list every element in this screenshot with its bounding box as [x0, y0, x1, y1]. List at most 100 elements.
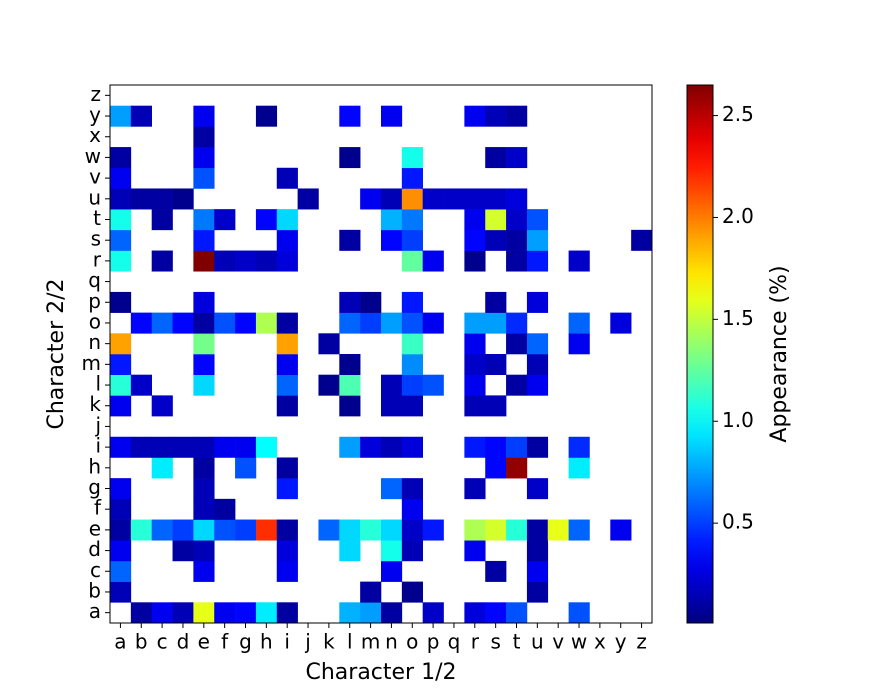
heatmap-cell: [485, 291, 507, 313]
heatmap-cell: [276, 519, 298, 541]
heatmap-cell: [276, 395, 298, 417]
heatmap-cell: [631, 229, 653, 251]
heatmap-cell: [110, 478, 132, 500]
heatmap-cell: [485, 105, 507, 127]
heatmap-cell: [339, 519, 361, 541]
y-tick-label: w: [85, 144, 101, 168]
heatmap-cell: [610, 312, 632, 334]
heatmap-cell: [506, 333, 528, 355]
heatmap-cell: [464, 229, 486, 251]
x-tick-label: l: [347, 630, 353, 654]
heatmap-cell: [110, 229, 132, 251]
y-tick-label: f: [94, 496, 102, 520]
x-tick-label: c: [157, 630, 168, 654]
heatmap-cell: [464, 374, 486, 396]
colorbar-tick-label: 2.5: [722, 102, 754, 126]
heatmap-cell: [193, 105, 215, 127]
heatmap-cell: [110, 291, 132, 313]
heatmap-cell: [526, 250, 549, 272]
heatmap-cell: [360, 602, 382, 624]
x-tick-label: s: [490, 630, 500, 654]
x-axis-label: Character 1/2: [305, 660, 456, 685]
y-tick-label: s: [91, 227, 101, 251]
heatmap-cell: [193, 312, 215, 334]
y-tick-label: m: [82, 351, 101, 375]
heatmap-cell: [464, 478, 486, 500]
heatmap-cell: [464, 519, 486, 541]
heatmap-cell: [193, 374, 215, 396]
heatmap: [110, 105, 653, 624]
x-tick-label: a: [114, 630, 126, 654]
heatmap-cell: [526, 374, 549, 396]
heatmap-cell: [235, 436, 257, 458]
heatmap-cell: [255, 105, 278, 127]
heatmap-cell: [110, 167, 132, 189]
heatmap-cell: [110, 354, 132, 375]
heatmap-cell: [276, 312, 298, 334]
heatmap-cell: [130, 436, 152, 458]
x-tick-label: g: [239, 630, 252, 654]
heatmap-cell: [193, 457, 215, 479]
heatmap-cell: [339, 436, 361, 458]
colorbar-tick-label: 2.0: [722, 204, 754, 228]
heatmap-cell: [506, 209, 528, 231]
heatmap-cell: [255, 312, 278, 334]
x-tick-label: j: [304, 630, 311, 654]
heatmap-cell: [464, 209, 486, 231]
heatmap-cell: [381, 519, 403, 541]
heatmap-cell: [110, 581, 132, 603]
heatmap-cell: [214, 498, 236, 520]
x-tick-label: p: [427, 630, 440, 654]
heatmap-cell: [193, 540, 215, 562]
heatmap-cell: [276, 602, 298, 624]
heatmap-cell: [506, 229, 528, 251]
heatmap-cell: [110, 519, 132, 541]
heatmap-cell: [568, 250, 590, 272]
heatmap-cell: [381, 602, 403, 624]
y-tick-label: p: [88, 289, 101, 313]
x-tick-label: u: [531, 630, 544, 654]
heatmap-cell: [401, 395, 423, 417]
y-tick-label: g: [88, 475, 101, 499]
heatmap-cell: [130, 519, 152, 541]
heatmap-cell: [506, 105, 528, 127]
heatmap-cell: [506, 436, 528, 458]
heatmap-cell: [276, 333, 298, 355]
heatmap-cell: [485, 395, 507, 417]
heatmap-cell: [172, 519, 194, 541]
heatmap-cell: [506, 374, 528, 396]
heatmap-cell: [485, 519, 507, 541]
heatmap-cell: [235, 250, 257, 272]
y-tick-label: l: [95, 372, 101, 396]
heatmap-cell: [276, 250, 298, 272]
heatmap-cell: [526, 354, 549, 375]
y-tick-label: z: [91, 82, 102, 106]
heatmap-cell: [464, 602, 486, 624]
y-tick-label: o: [89, 309, 101, 333]
heatmap-cell: [381, 436, 403, 458]
heatmap-cell: [235, 519, 257, 541]
x-tick-label: v: [552, 630, 564, 654]
x-tick-label: t: [513, 630, 521, 654]
heatmap-cell: [110, 498, 132, 520]
heatmap-cell: [526, 540, 549, 562]
heatmap-cell: [151, 312, 173, 334]
heatmap-cell: [214, 250, 236, 272]
y-tick-label: t: [93, 206, 101, 230]
y-tick-label: x: [89, 123, 101, 147]
heatmap-cell: [110, 560, 132, 582]
heatmap-cell: [506, 188, 528, 210]
heatmap-cell: [360, 519, 382, 541]
y-tick-label: r: [93, 247, 102, 271]
heatmap-cell: [193, 354, 215, 375]
y-tick-label: k: [89, 392, 101, 416]
heatmap-cell: [506, 519, 528, 541]
heatmap-cell: [130, 374, 152, 396]
heatmap-cell: [193, 498, 215, 520]
heatmap-cell: [339, 540, 361, 562]
x-tick-label: q: [448, 630, 461, 654]
heatmap-cell: [381, 374, 403, 396]
heatmap-cell: [318, 374, 340, 396]
heatmap-cell: [485, 457, 507, 479]
